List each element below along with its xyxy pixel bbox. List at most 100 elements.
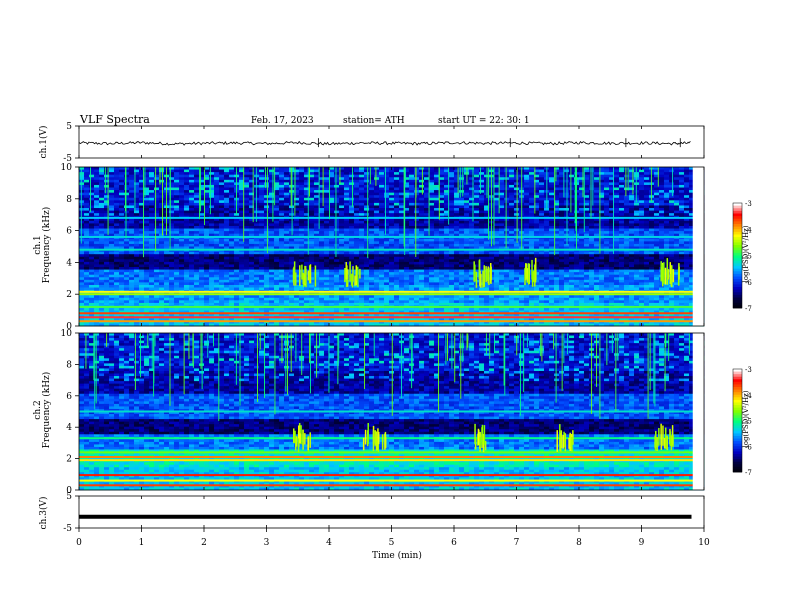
sferic-stroke: [140, 333, 141, 378]
whistler-burst: [670, 435, 673, 451]
sferic-stroke: [523, 333, 525, 393]
sferic-stroke: [338, 333, 340, 362]
whistler-burst: [295, 272, 297, 286]
sferic-stroke: [106, 333, 108, 347]
whistler-burst: [485, 266, 487, 283]
colorbar-frame: [732, 202, 743, 309]
whistler-burst: [377, 428, 379, 445]
sferic-stroke: [504, 333, 506, 396]
narrowband-line: [79, 456, 704, 459]
sferic-stroke: [337, 333, 339, 385]
whistler-burst: [304, 433, 306, 445]
whistler-burst: [301, 264, 303, 280]
y-tick-label: 5: [66, 492, 72, 502]
sferic-stroke: [625, 167, 627, 197]
whistler-burst: [663, 437, 666, 449]
sferic-stroke: [411, 333, 413, 389]
sferic-stroke: [541, 333, 543, 362]
sferic-stroke: [144, 167, 146, 198]
whistler-burst: [669, 262, 672, 285]
no-data-region: [692, 333, 704, 490]
sferic-stroke: [255, 167, 257, 222]
sferic-stroke: [90, 167, 91, 213]
narrowband-line: [79, 459, 704, 462]
whistler-burst: [297, 438, 300, 453]
sferic-stroke: [526, 333, 528, 348]
whistler-burst: [300, 425, 302, 445]
whistler-burst: [359, 268, 361, 279]
whistler-burst: [662, 425, 664, 446]
sferic-stroke: [428, 167, 430, 236]
whistler-burst: [294, 430, 296, 444]
whistler-burst: [474, 438, 477, 450]
whistler-burst: [559, 424, 561, 446]
sferic-stroke: [567, 333, 569, 355]
whistler-burst: [526, 263, 528, 279]
sferic-stroke: [405, 167, 407, 184]
sferic-stroke: [301, 333, 303, 375]
whistler-burst: [482, 270, 484, 288]
sferic-stroke: [403, 167, 405, 247]
whistler-burst: [375, 431, 378, 451]
sferic-stroke: [85, 333, 87, 369]
sferic-stroke: [309, 167, 310, 197]
sferic-stroke: [307, 167, 309, 255]
sferic-stroke: [212, 333, 214, 347]
whistler-burst: [660, 423, 662, 446]
narrowband-line: [79, 479, 704, 482]
whistler-burst: [345, 273, 348, 288]
sferic-stroke: [373, 333, 375, 357]
sferic-stroke: [649, 333, 651, 391]
sferic-stroke: [154, 333, 156, 347]
y-tick-label: 0: [66, 322, 72, 332]
sferic-stroke: [575, 167, 577, 231]
ch1-trace: [78, 140, 691, 146]
sferic-stroke: [596, 333, 598, 387]
x-tick-label: 0: [76, 538, 82, 548]
sferic-stroke: [459, 167, 461, 198]
sferic-stroke: [563, 167, 565, 198]
whistler-burst: [356, 266, 359, 287]
sferic-stroke: [375, 167, 377, 186]
sferic-stroke: [519, 333, 521, 416]
sferic-stroke: [503, 333, 505, 386]
colorbar-tick-label: -3: [745, 200, 752, 208]
sferic-stroke: [650, 167, 652, 202]
whistler-burst: [670, 265, 673, 288]
whistler-burst: [571, 437, 573, 452]
x-tick-label: 9: [639, 538, 645, 548]
sferic-stroke: [421, 167, 423, 195]
sferic-stroke: [134, 333, 136, 390]
whistler-burst: [477, 428, 480, 446]
sferic-stroke: [274, 333, 276, 415]
whistler-burst: [298, 422, 301, 444]
whistler-burst: [381, 434, 384, 450]
narrowband-line: [79, 293, 704, 296]
sferic-stroke: [94, 333, 96, 409]
sferic-stroke: [201, 333, 203, 390]
sferic-stroke: [688, 333, 690, 355]
sferic-stroke: [466, 333, 468, 351]
whistler-burst: [568, 437, 570, 449]
sferic-stroke: [367, 167, 369, 259]
whistler-burst: [293, 261, 296, 279]
y-tick-label: 2: [66, 290, 72, 300]
whistler-burst: [672, 269, 675, 283]
whistler-burst: [481, 427, 483, 445]
sferic-stroke: [472, 167, 474, 222]
sferic-stroke: [309, 333, 310, 363]
sferic-stroke: [611, 333, 613, 353]
whistler-burst: [307, 437, 309, 451]
sferic-stroke: [627, 167, 629, 191]
sferic-stroke: [668, 333, 670, 362]
sferic-stroke: [448, 167, 450, 225]
sferic-stroke: [665, 333, 667, 348]
sferic-stroke: [290, 167, 292, 207]
whistler-burst: [664, 267, 667, 285]
whistler-burst: [474, 423, 476, 444]
y-tick-label: 2: [66, 455, 72, 465]
sferic-stroke: [488, 167, 489, 240]
sferic-stroke: [582, 167, 584, 198]
sferic-stroke: [199, 167, 201, 220]
sferic-stroke: [401, 333, 402, 399]
